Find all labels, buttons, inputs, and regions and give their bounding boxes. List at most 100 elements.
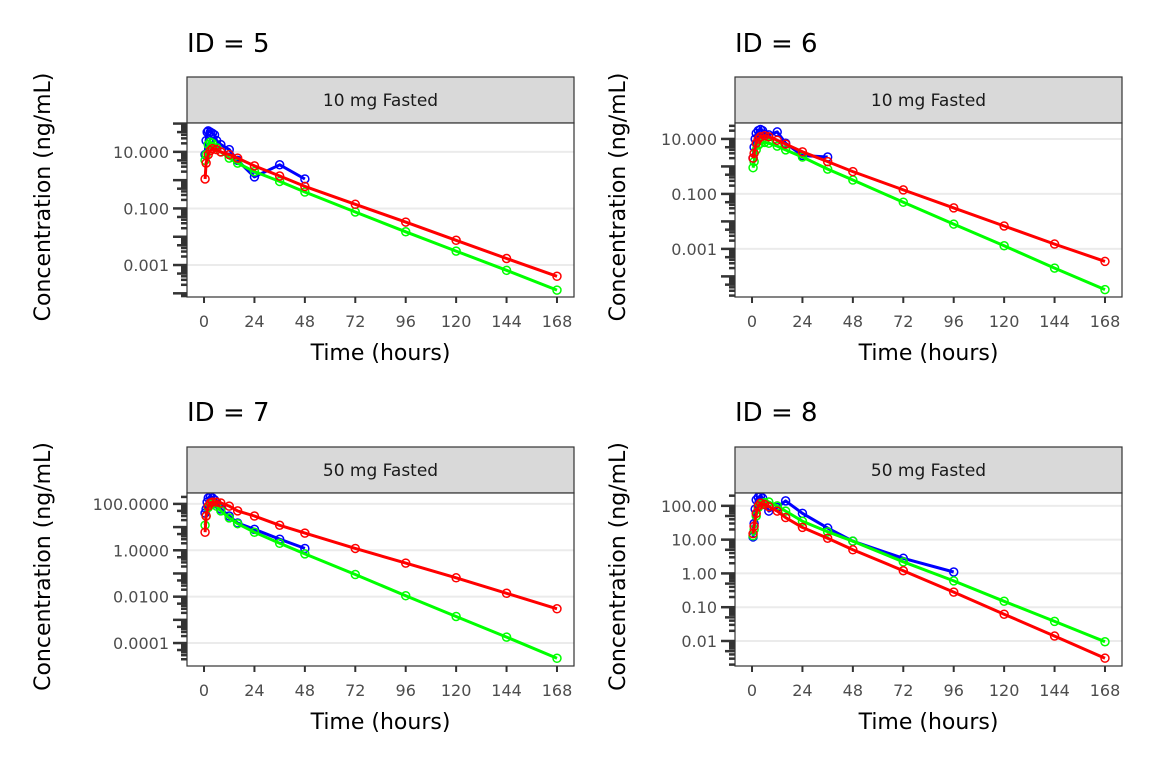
y-axis-title: Concentration (ng/mL): [31, 442, 56, 691]
data-point-model-b: [797, 147, 808, 157]
x-tick-label: 0: [747, 681, 757, 700]
data-point-model-b: [748, 153, 758, 163]
data-point-model-b: [232, 506, 243, 516]
x-tick-label: 0: [199, 681, 209, 700]
x-tick-label: 144: [1039, 312, 1070, 331]
data-point-model-b: [249, 161, 260, 171]
data-point-model-b: [224, 501, 234, 511]
data-point-observed: [209, 130, 220, 140]
data-point-model-a: [274, 538, 285, 549]
data-point-model-b: [451, 573, 461, 583]
facet-panel-1: ID = 5 10 mg Fasted 10.000 0.100 0.001 0 24 48 7…: [31, 29, 575, 366]
data-point-model-b: [749, 521, 759, 531]
data-point-model-b: [249, 511, 260, 521]
panel-title: ID = 6: [735, 29, 818, 59]
x-tick-label: 48: [843, 681, 863, 700]
x-tick-label: 144: [1039, 681, 1070, 700]
y-tick-label: 0.01: [681, 632, 717, 651]
data-point-model-b: [350, 543, 361, 554]
data-point-model-b: [501, 253, 512, 264]
x-tick-label: 96: [396, 312, 416, 331]
data-point-model-b: [772, 135, 782, 145]
data-point-model-a: [300, 549, 310, 559]
y-axis-title: Concentration (ng/mL): [606, 442, 631, 691]
facet-strip-label: 10 mg Fasted: [871, 91, 986, 111]
data-point-model-a: [1049, 263, 1060, 273]
data-point-model-b: [822, 533, 833, 543]
y-tick-label: 10.00: [671, 531, 717, 550]
x-tick-label: 168: [542, 681, 573, 700]
data-point-model-b: [753, 501, 764, 511]
data-point-model-b: [216, 147, 226, 157]
data-point-model-b: [822, 156, 833, 167]
facet-strip: [186, 446, 575, 494]
x-tick-label: 168: [542, 312, 573, 331]
data-point-model-a: [451, 611, 461, 622]
y-tick-label: 0.100: [671, 185, 717, 204]
facet-panel-4: ID = 8 50 mg Fasted 100.00 10.00 1.00 0.10 0.0…: [606, 398, 1123, 735]
panel-border: [186, 492, 575, 667]
data-point-model-a: [1100, 284, 1110, 295]
data-point-model-b: [749, 148, 759, 159]
data-point-model-b: [400, 558, 411, 568]
panel-title: ID = 8: [735, 398, 818, 428]
facet-panel-2: ID = 6 10 mg Fasted 10.000 0.100 0.001 0 24 48 7…: [606, 29, 1123, 366]
data-point-model-b: [274, 520, 285, 531]
data-point-model-b: [207, 143, 218, 154]
y-tick-label: 0.001: [123, 256, 169, 275]
x-tick-label: 72: [893, 312, 913, 331]
data-point-model-a: [999, 241, 1009, 251]
data-point-model-b: [350, 199, 361, 210]
data-point-model-a: [300, 187, 310, 197]
data-point-model-b: [1100, 653, 1110, 663]
y-tick-label: 0.100: [123, 199, 169, 218]
data-point-model-b: [224, 149, 234, 160]
data-point-model-b: [759, 131, 770, 141]
data-point-model-b: [200, 174, 210, 184]
y-tick-label: 1.00: [681, 564, 717, 583]
data-point-model-a: [772, 141, 782, 151]
data-point-model-a: [797, 516, 808, 526]
data-point-model-a: [224, 513, 234, 523]
x-tick-label: 24: [792, 312, 812, 331]
x-tick-label: 72: [345, 312, 365, 331]
y-tick-label: 0.001: [671, 240, 717, 259]
data-point-observed: [948, 567, 959, 577]
y-axis-title: Concentration (ng/mL): [31, 73, 56, 322]
data-point-model-a: [451, 246, 461, 256]
data-point-observed: [207, 128, 218, 139]
x-tick-label: 48: [295, 681, 315, 700]
x-tick-label: 72: [345, 681, 365, 700]
data-point-model-b: [1049, 631, 1060, 641]
data-point-model-a: [898, 557, 909, 567]
data-point-model-b: [451, 235, 461, 246]
data-point-model-a: [1100, 636, 1110, 647]
y-tick-label: 10.000: [661, 130, 717, 149]
x-axis-title: Time (hours): [310, 341, 451, 366]
data-point-model-b: [552, 271, 562, 282]
plot-background: [187, 123, 574, 297]
x-tick-label: 120: [441, 681, 472, 700]
panel-border: [186, 122, 575, 298]
y-tick-label: 0.0001: [113, 634, 169, 653]
data-point-model-a: [249, 527, 260, 537]
data-point-model-b: [232, 153, 243, 163]
data-point-model-a: [400, 590, 411, 601]
x-tick-label: 0: [747, 312, 757, 331]
series-line-model-a: [203, 140, 558, 292]
data-point-model-b: [797, 522, 808, 533]
data-point-model-a: [350, 569, 361, 580]
y-tick-label: 1.0000: [113, 541, 169, 560]
x-tick-label: 120: [989, 312, 1020, 331]
data-point-model-b: [764, 132, 774, 142]
y-tick-label: 10.000: [113, 143, 169, 162]
data-point-model-a: [948, 219, 959, 229]
data-point-model-b: [552, 604, 562, 614]
data-point-model-a: [501, 265, 512, 276]
x-tick-label: 168: [1090, 681, 1121, 700]
data-point-model-a: [898, 197, 909, 207]
data-point-model-b: [200, 527, 210, 537]
x-tick-label: 96: [944, 681, 964, 700]
data-point-model-b: [201, 158, 211, 168]
data-point-model-b: [300, 528, 310, 538]
